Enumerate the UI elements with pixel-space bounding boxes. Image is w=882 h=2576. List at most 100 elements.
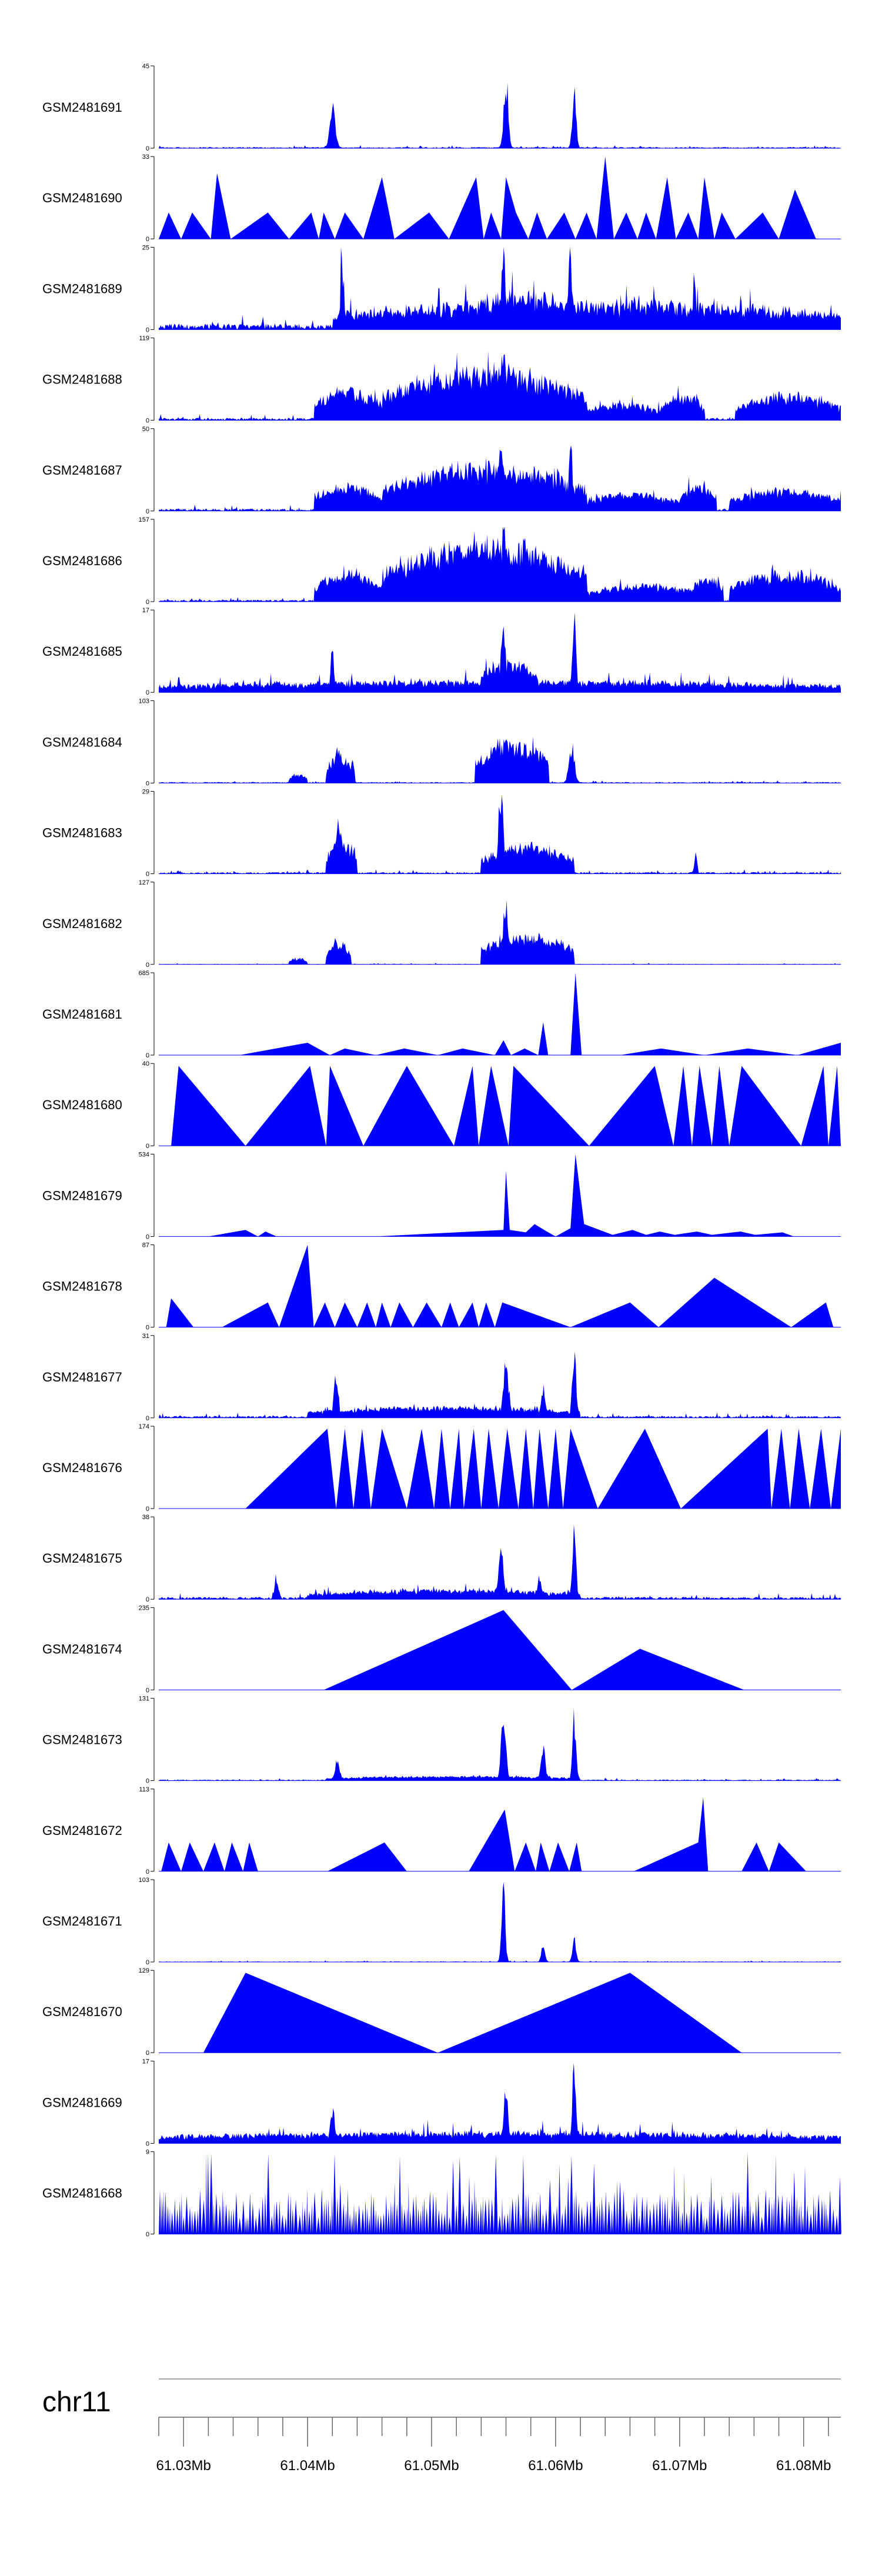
track-label: GSM2481685	[42, 644, 122, 659]
track-GSM2481688: GSM2481688 119 0	[42, 335, 841, 425]
y-max-label: 534	[139, 1151, 149, 1158]
track-GSM2481679: GSM2481679 534 0	[42, 1151, 841, 1240]
track-label: GSM2481672	[42, 1823, 122, 1838]
y-max-label: 129	[139, 1967, 149, 1974]
y-max-label: 103	[139, 698, 149, 705]
track-GSM2481691: GSM2481691 45 0	[42, 63, 841, 152]
y-max-label: 103	[139, 1877, 149, 1884]
track-signal-area	[161, 1797, 806, 1871]
track-signal-area	[159, 1882, 841, 1962]
y-max-label: 50	[142, 426, 149, 433]
y-zero-label: 0	[146, 2140, 149, 2147]
x-tick-label: 61.04Mb	[280, 2458, 335, 2474]
track-signal-area	[159, 156, 816, 239]
y-max-label: 9	[146, 2149, 149, 2156]
y-zero-label: 0	[146, 1687, 149, 1694]
y-zero-label: 0	[146, 1778, 149, 1785]
track-GSM2481680: GSM2481680 40 0	[42, 1060, 841, 1150]
x-tick-label: 61.08Mb	[776, 2458, 831, 2474]
y-zero-label: 0	[146, 1959, 149, 1966]
track-signal-area	[203, 1973, 742, 2053]
track-label: GSM2481679	[42, 1188, 122, 1203]
y-zero-label: 0	[146, 1868, 149, 1876]
track-GSM2481682: GSM2481682 127 0	[42, 879, 841, 969]
y-zero-label: 0	[146, 236, 149, 243]
track-signal-area	[245, 1429, 841, 1509]
track-GSM2481674: GSM2481674 235 0	[42, 1604, 841, 1694]
track-label: GSM2481676	[42, 1460, 122, 1475]
track-label: GSM2481683	[42, 826, 122, 840]
track-signal-area	[159, 795, 841, 874]
track-GSM2481686: GSM2481686 157 0	[42, 516, 841, 606]
track-label: GSM2481674	[42, 1641, 122, 1656]
x-tick-label: 61.07Mb	[652, 2458, 707, 2474]
track-signal-area	[159, 612, 841, 693]
track-signal-area	[159, 1524, 841, 1600]
track-label: GSM2481673	[42, 1733, 122, 1747]
track-signal-area	[159, 247, 841, 330]
track-label: GSM2481677	[42, 1370, 122, 1384]
y-zero-label: 0	[146, 1233, 149, 1240]
track-GSM2481677: GSM2481677 31 0	[42, 1333, 841, 1422]
y-max-label: 33	[142, 154, 149, 161]
y-max-label: 29	[142, 789, 149, 796]
track-label: GSM2481671	[42, 1914, 122, 1928]
y-max-label: 127	[139, 879, 149, 886]
track-label: GSM2481668	[42, 2186, 122, 2201]
track-GSM2481687: GSM2481687 50 0	[42, 426, 841, 515]
y-zero-label: 0	[146, 871, 149, 878]
y-zero-label: 0	[146, 508, 149, 515]
track-label: GSM2481669	[42, 2095, 122, 2110]
track-GSM2481689: GSM2481689 25 0	[42, 244, 841, 333]
y-zero-label: 0	[146, 689, 149, 696]
track-GSM2481668: GSM2481668 9 0	[42, 2149, 841, 2238]
track-GSM2481673: GSM2481673 131 0	[42, 1696, 841, 1785]
track-signal-area	[171, 1066, 841, 1146]
track-label: GSM2481670	[42, 2004, 122, 2019]
y-max-label: 17	[142, 607, 149, 614]
track-label: GSM2481681	[42, 1007, 122, 1022]
track-GSM2481683: GSM2481683 29 0	[42, 789, 841, 878]
track-signal-area	[159, 900, 841, 965]
track-label: GSM2481688	[42, 372, 122, 387]
track-label: GSM2481687	[42, 463, 122, 478]
track-GSM2481670: GSM2481670 129 0	[42, 1967, 841, 2057]
y-zero-label: 0	[146, 1506, 149, 1513]
y-zero-label: 0	[146, 1415, 149, 1422]
track-label: GSM2481689	[42, 281, 122, 296]
track-GSM2481675: GSM2481675 38 0	[42, 1514, 841, 1603]
y-max-label: 45	[142, 63, 149, 70]
y-zero-label: 0	[146, 962, 149, 969]
y-zero-label: 0	[146, 1143, 149, 1150]
x-tick-label: 61.06Mb	[528, 2458, 583, 2474]
track-label: GSM2481691	[42, 100, 122, 115]
track-GSM2481690: GSM2481690 33 0	[42, 154, 841, 243]
track-label: GSM2481680	[42, 1097, 122, 1112]
y-zero-label: 0	[146, 1596, 149, 1603]
track-signal-area	[159, 445, 841, 511]
track-signal-area	[159, 2152, 841, 2234]
y-zero-label: 0	[146, 326, 149, 333]
x-tick-label: 61.05Mb	[404, 2458, 459, 2474]
y-max-label: 113	[139, 1786, 149, 1793]
y-zero-label: 0	[146, 780, 149, 787]
x-tick-label: 61.03Mb	[156, 2458, 211, 2474]
y-max-label: 131	[139, 1696, 149, 1703]
track-signal-area	[239, 973, 841, 1055]
track-GSM2481672: GSM2481672 113 0	[42, 1786, 841, 1876]
track-signal-area	[166, 1244, 834, 1327]
chromosome-label: chr11	[42, 2387, 111, 2418]
track-label: GSM2481682	[42, 916, 122, 931]
track-GSM2481685: GSM2481685 17 0	[42, 607, 841, 696]
y-max-label: 119	[139, 335, 149, 342]
track-GSM2481681: GSM2481681 685 0	[42, 970, 841, 1059]
y-zero-label: 0	[146, 1324, 149, 1332]
y-zero-label: 0	[146, 145, 149, 152]
y-max-label: 685	[139, 970, 149, 977]
track-GSM2481669: GSM2481669 17 0	[42, 2058, 841, 2147]
y-max-label: 38	[142, 1514, 149, 1521]
track-GSM2481684: GSM2481684 103 0	[42, 698, 841, 787]
track-layer: GSM2481691450GSM2481690330GSM2481689250G…	[42, 63, 841, 2238]
track-label: GSM2481675	[42, 1551, 122, 1566]
y-zero-label: 0	[146, 2050, 149, 2057]
